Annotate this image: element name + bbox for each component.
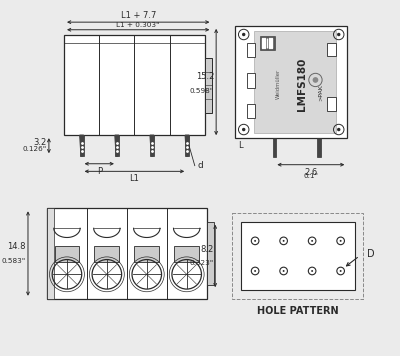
Bar [327, 97, 336, 110]
Bar [246, 73, 255, 88]
Bar [80, 135, 84, 156]
Circle shape [311, 270, 313, 272]
Circle shape [242, 128, 246, 131]
Text: LMFS180: LMFS180 [296, 57, 306, 111]
Polygon shape [266, 38, 268, 48]
Bar [246, 43, 255, 57]
Text: L: L [238, 141, 243, 150]
Bar [254, 31, 336, 134]
Bar [317, 138, 321, 157]
Bar [272, 138, 276, 157]
Polygon shape [115, 135, 119, 156]
Text: L1 + 7.7: L1 + 7.7 [120, 11, 156, 20]
Bar [185, 135, 189, 156]
Bar [174, 246, 199, 262]
Bar [47, 208, 54, 299]
Text: d: d [198, 161, 203, 170]
Circle shape [254, 270, 256, 272]
Text: L1 + 0.303": L1 + 0.303" [116, 22, 160, 28]
Polygon shape [262, 38, 263, 48]
Bar [64, 36, 205, 135]
Text: 15.2: 15.2 [196, 72, 214, 81]
Circle shape [283, 240, 284, 242]
Polygon shape [150, 135, 154, 156]
Bar [207, 222, 214, 285]
Text: 0.126": 0.126" [23, 146, 47, 152]
Circle shape [340, 270, 342, 272]
Polygon shape [269, 38, 270, 48]
Text: 0.1": 0.1" [303, 173, 318, 179]
Circle shape [337, 33, 340, 36]
Text: P: P [97, 167, 102, 176]
Bar [205, 58, 212, 113]
Bar [47, 208, 207, 299]
Polygon shape [80, 135, 84, 156]
Text: 2.6: 2.6 [304, 168, 318, 177]
Circle shape [254, 240, 256, 242]
Circle shape [283, 270, 284, 272]
Bar [327, 43, 336, 56]
Text: 14.8: 14.8 [8, 242, 26, 251]
Circle shape [311, 240, 313, 242]
Text: 0.598": 0.598" [190, 88, 214, 94]
Polygon shape [185, 135, 189, 156]
Bar [134, 246, 159, 262]
Circle shape [242, 33, 246, 36]
Bar [54, 246, 79, 262]
Bar [260, 36, 275, 50]
Text: 8.2: 8.2 [200, 245, 213, 253]
Text: 3.2: 3.2 [34, 138, 47, 147]
Bar [241, 222, 355, 290]
Text: Weidmüller: Weidmüller [276, 69, 281, 99]
Bar [246, 104, 255, 118]
Bar [232, 213, 364, 299]
Polygon shape [264, 38, 265, 48]
Text: >PAK: >PAK [319, 84, 324, 101]
Text: 0.323": 0.323" [189, 260, 213, 266]
Circle shape [313, 77, 318, 83]
Text: 0.583": 0.583" [2, 258, 26, 264]
Bar [150, 135, 154, 156]
Bar [115, 135, 119, 156]
Text: D: D [367, 249, 375, 259]
Polygon shape [271, 38, 272, 48]
Bar [235, 26, 347, 138]
Text: L1: L1 [130, 174, 139, 183]
Circle shape [340, 240, 342, 242]
Circle shape [337, 128, 340, 131]
Text: HOLE PATTERN: HOLE PATTERN [257, 306, 339, 316]
Bar [94, 246, 119, 262]
